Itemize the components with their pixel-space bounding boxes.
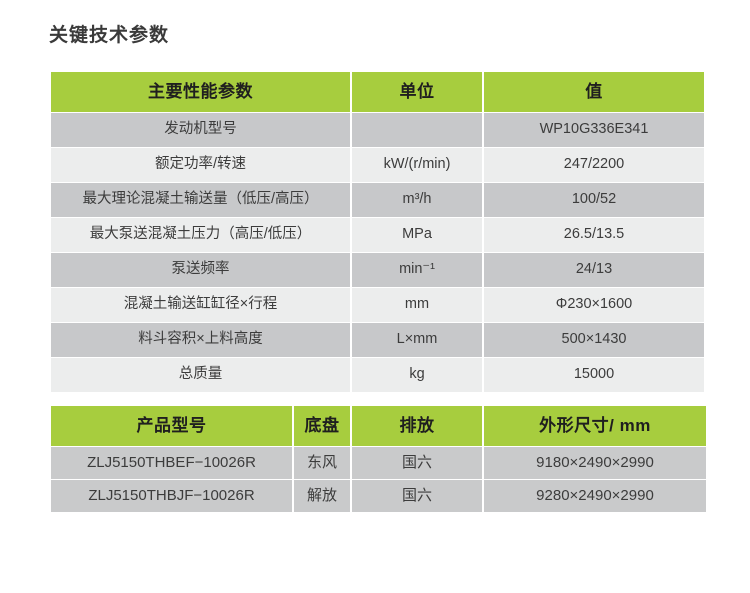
cell-parameter: 最大理论混凝土输送量（低压/高压）	[51, 183, 350, 217]
cell-parameter: 料斗容积×上料高度	[51, 323, 350, 357]
page-title: 关键技术参数	[49, 25, 170, 46]
specifications-table: 主要性能参数 单位 值 发动机型号 WP10G336E341 额定功率/转速 k…	[49, 71, 706, 393]
table-row: 最大理论混凝土输送量（低压/高压） m³/h 100/52	[51, 183, 704, 217]
cell-unit: kW/(r/min)	[352, 148, 482, 182]
cell-emission: 国六	[352, 480, 482, 512]
table-row: 额定功率/转速 kW/(r/min) 247/2200	[51, 148, 704, 182]
table-row: 泵送频率 min⁻¹ 24/13	[51, 253, 704, 287]
table-row: 总质量 kg 15000	[51, 358, 704, 392]
product-table-header-row: 产品型号 底盘 排放 外形尺寸/ mm	[51, 406, 706, 446]
header-cell-unit: 单位	[352, 72, 482, 112]
header-cell-value: 值	[484, 72, 704, 112]
cell-unit: kg	[352, 358, 482, 392]
cell-value: Φ230×1600	[484, 288, 704, 322]
cell-emission: 国六	[352, 447, 482, 479]
cell-value: 247/2200	[484, 148, 704, 182]
table-row: ZLJ5150THBEF−10026R 东风 国六 9180×2490×2990	[51, 447, 706, 479]
cell-value: WP10G336E341	[484, 113, 704, 147]
header-cell-dimensions: 外形尺寸/ mm	[484, 406, 706, 446]
cell-unit: mm	[352, 288, 482, 322]
cell-dimensions: 9280×2490×2990	[484, 480, 706, 512]
cell-parameter: 混凝土输送缸缸径×行程	[51, 288, 350, 322]
cell-parameter: 泵送频率	[51, 253, 350, 287]
cell-unit: m³/h	[352, 183, 482, 217]
cell-value: 24/13	[484, 253, 704, 287]
spec-table-header-row: 主要性能参数 单位 值	[51, 72, 704, 112]
table-row: 最大泵送混凝土压力（高压/低压） MPa 26.5/13.5	[51, 218, 704, 252]
cell-unit	[352, 113, 482, 147]
table-row: 混凝土输送缸缸径×行程 mm Φ230×1600	[51, 288, 704, 322]
cell-parameter: 额定功率/转速	[51, 148, 350, 182]
cell-chassis: 东风	[294, 447, 350, 479]
cell-dimensions: 9180×2490×2990	[484, 447, 706, 479]
cell-model: ZLJ5150THBEF−10026R	[51, 447, 292, 479]
cell-parameter: 总质量	[51, 358, 350, 392]
header-cell-parameter: 主要性能参数	[51, 72, 350, 112]
table-row: 料斗容积×上料高度 L×mm 500×1430	[51, 323, 704, 357]
cell-unit: MPa	[352, 218, 482, 252]
cell-unit: min⁻¹	[352, 253, 482, 287]
cell-parameter: 最大泵送混凝土压力（高压/低压）	[51, 218, 350, 252]
cell-parameter: 发动机型号	[51, 113, 350, 147]
cell-value: 100/52	[484, 183, 704, 217]
header-cell-chassis: 底盘	[294, 406, 350, 446]
header-cell-emission: 排放	[352, 406, 482, 446]
cell-model: ZLJ5150THBJF−10026R	[51, 480, 292, 512]
cell-value: 15000	[484, 358, 704, 392]
table-row: 发动机型号 WP10G336E341	[51, 113, 704, 147]
header-cell-model: 产品型号	[51, 406, 292, 446]
product-models-table: 产品型号 底盘 排放 外形尺寸/ mm ZLJ5150THBEF−10026R …	[49, 405, 708, 513]
cell-value: 26.5/13.5	[484, 218, 704, 252]
table-row: ZLJ5150THBJF−10026R 解放 国六 9280×2490×2990	[51, 480, 706, 512]
cell-value: 500×1430	[484, 323, 704, 357]
cell-unit: L×mm	[352, 323, 482, 357]
cell-chassis: 解放	[294, 480, 350, 512]
